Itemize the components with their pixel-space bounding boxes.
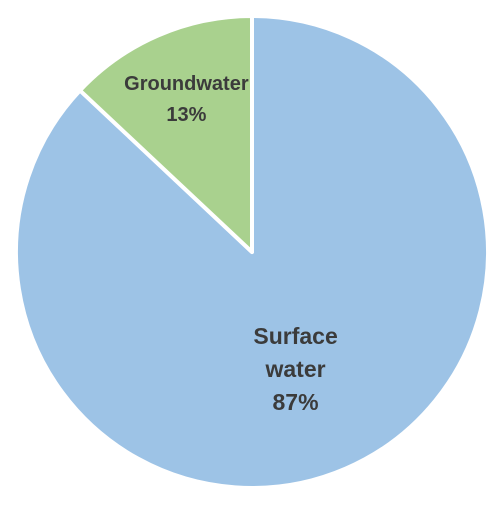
data-label-line: water (265, 356, 326, 382)
data-label-line: Surface (253, 323, 337, 349)
data-label-line: Groundwater (124, 73, 249, 95)
slice-groundwater (77, 14, 254, 254)
data-label-line: 13% (166, 104, 206, 126)
data-label-surface-water: Surface water 87% (253, 323, 337, 415)
pie-labels: Surface water 87% Groundwater 13% (124, 73, 338, 415)
data-label-line: 87% (273, 389, 319, 415)
data-label-groundwater: Groundwater 13% (124, 73, 249, 126)
pie-slices (14, 14, 490, 490)
